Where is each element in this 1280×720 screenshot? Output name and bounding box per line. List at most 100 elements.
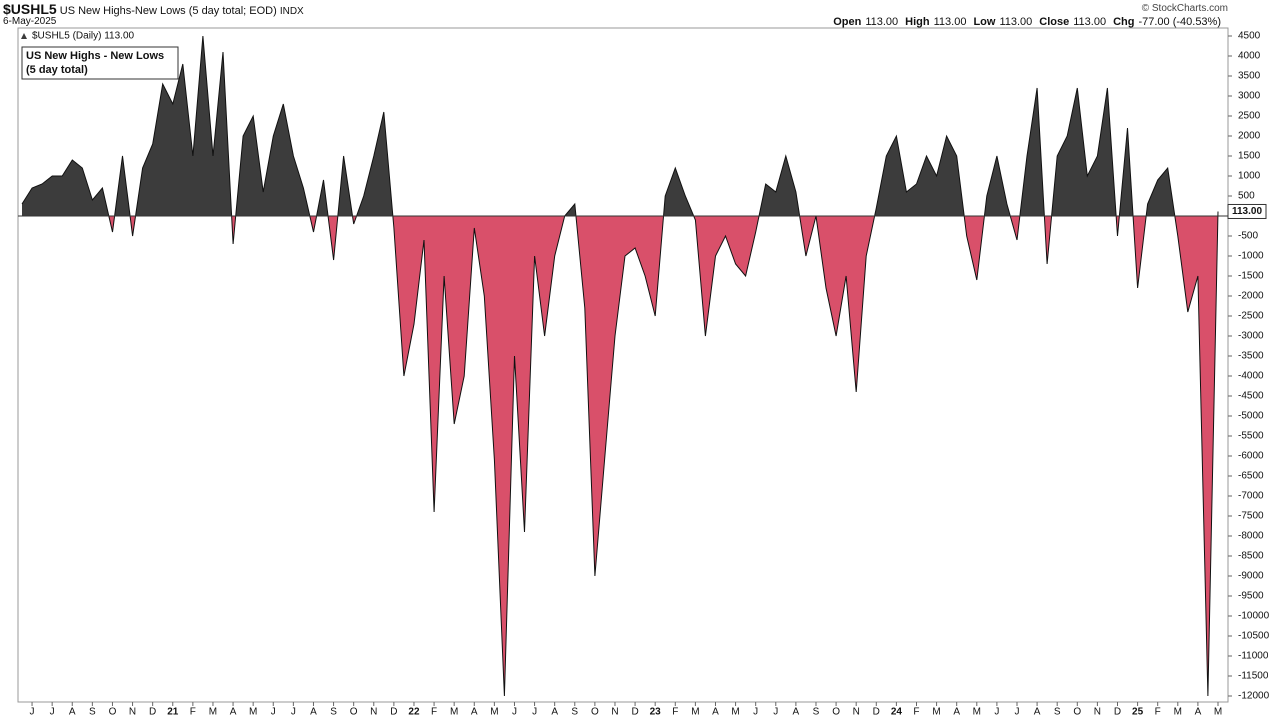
positive-area [22,36,1218,216]
x-tick-label: D [149,707,156,718]
y-tick-label: 3500 [1238,71,1261,82]
x-tick-label: J [50,707,55,718]
quote-label: Close [1039,16,1070,28]
x-tick-label: 21 [167,707,179,718]
y-tick-label: -7000 [1238,491,1264,502]
x-tick-label: F [913,707,919,718]
y-tick-label: -12000 [1238,691,1270,702]
y-tick-label: 2500 [1238,111,1261,122]
y-tick-label: -4000 [1238,371,1264,382]
quote-value: 113.00 [999,16,1033,28]
quote-value: 113.00 [1073,16,1107,28]
y-tick-label: 1000 [1238,171,1261,182]
y-tick-label: -2500 [1238,311,1264,322]
quote-value: 113.00 [933,16,967,28]
x-tick-label: N [1094,707,1101,718]
title-row: $USHL5 US New Highs-New Lows (5 day tota… [3,1,304,17]
quote-label: Chg [1113,16,1135,28]
y-tick-label: -4500 [1238,391,1264,402]
x-tick-label: J [512,707,517,718]
x-tick-label: M [731,707,739,718]
x-tick-label: O [109,707,117,718]
x-tick-label: O [591,707,599,718]
x-tick-label: M [249,707,257,718]
annotation: US New Highs - New Lows [26,50,164,62]
x-tick-label: O [832,707,840,718]
x-tick-label: A [471,707,478,718]
x-tick-label: D [1114,707,1121,718]
quote-label: Open [833,16,862,28]
y-tick-label: 2000 [1238,131,1261,142]
x-tick-label: A [69,707,76,718]
quote-label: Low [973,16,996,28]
y-tick-label: -9500 [1238,591,1264,602]
y-tick-label: -3000 [1238,331,1264,342]
x-tick-label: N [853,707,860,718]
x-tick-label: A [1034,707,1041,718]
copyright: © StockCharts.com [1141,3,1228,14]
x-tick-label: 25 [1132,707,1144,718]
x-tick-label: A [551,707,558,718]
annotation: (5 day total) [26,64,88,76]
x-tick-label: F [1155,707,1161,718]
legend-icon [21,33,27,39]
x-tick-label: S [571,707,578,718]
y-tick-label: -500 [1238,231,1258,242]
quote-value: 113.00 [865,16,899,28]
x-tick-label: M [1174,707,1182,718]
y-tick-label: 4500 [1238,31,1261,42]
x-tick-label: D [873,707,880,718]
quote: Open 113.00 High 113.00 Low 113.00 Close 113.00… [833,16,1228,28]
x-tick-label: J [532,707,537,718]
x-tick-label: F [190,707,196,718]
y-tick-label: -7500 [1238,511,1264,522]
y-tick-label: -6500 [1238,471,1264,482]
y-tick-label: -9000 [1238,571,1264,582]
x-tick-label: F [431,707,437,718]
x-tick-label: D [390,707,397,718]
date: 6-May-2025 [3,16,57,27]
y-tick-label: 1500 [1238,151,1261,162]
x-tick-label: N [611,707,618,718]
y-tick-label: -3500 [1238,351,1264,362]
x-tick-label: M [932,707,940,718]
x-tick-label: J [291,707,296,718]
x-tick-label: 24 [891,707,903,718]
y-tick-label: -11500 [1238,671,1269,682]
annotation-box [21,46,179,80]
symbol: $USHL5 [3,1,57,17]
y-tick-label: -2000 [1238,291,1264,302]
y-tick-label: -5500 [1238,431,1264,442]
x-tick-label: S [1054,707,1061,718]
x-tick-label: A [310,707,317,718]
x-tick-label: A [230,707,237,718]
x-tick-label: A [953,707,960,718]
x-tick-label: O [350,707,358,718]
x-tick-label: J [753,707,758,718]
x-tick-label: J [271,707,276,718]
x-tick-label: D [631,707,638,718]
y-tick-label: 4000 [1238,51,1261,62]
x-tick-label: A [1195,707,1202,718]
x-tick-label: S [330,707,337,718]
x-tick-label: A [793,707,800,718]
y-tick-label: -1000 [1238,251,1264,262]
x-tick-label: J [773,707,778,718]
value-tag-label: 113.00 [1232,206,1262,217]
y-tick-label: -8500 [1238,551,1264,562]
x-tick-label: M [450,707,458,718]
y-tick-label: -8000 [1238,531,1264,542]
x-tick-label: A [712,707,719,718]
description: US New Highs-New Lows (5 day total; EOD) [59,5,277,17]
value-tag [1227,203,1267,219]
plot-frame [17,27,1229,703]
x-tick-label: S [89,707,96,718]
quote-value: -77.00 (-40.53%) [1138,16,1221,28]
line [21,35,1219,697]
y-tick-label: -1500 [1238,271,1264,282]
x-tick-label: N [370,707,377,718]
x-tick-label: 22 [408,707,420,718]
y-tick-label: -5000 [1238,411,1264,422]
